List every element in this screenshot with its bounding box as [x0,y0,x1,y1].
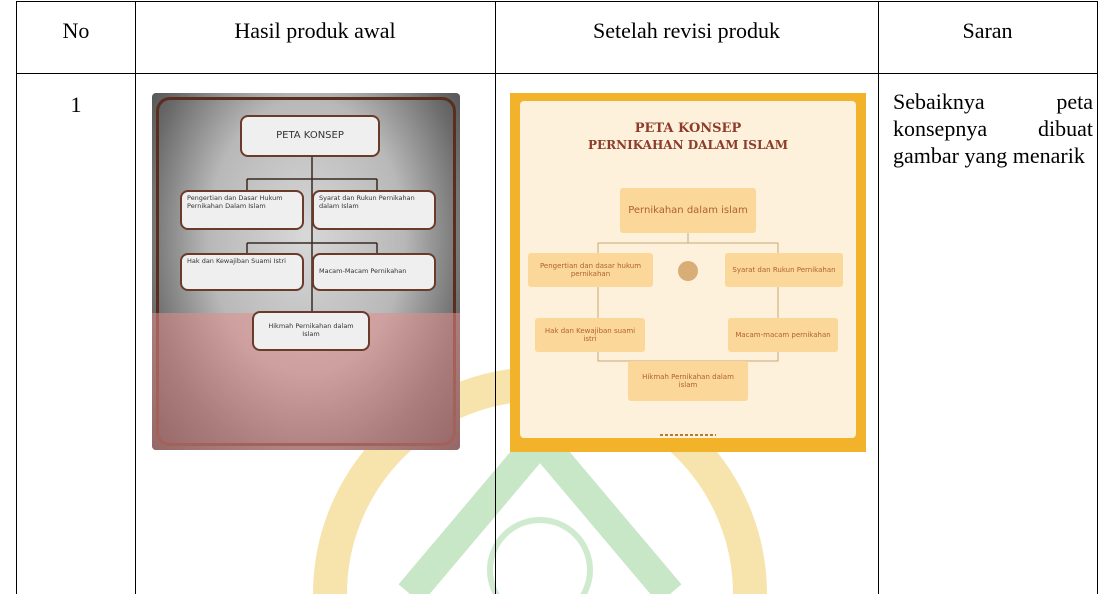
map-title: PETA KONSEP [240,115,380,157]
map-node: Hak dan Kewajiban Suami Istri [180,253,304,291]
revised-concept-map: PETA KONSEP PERNIKAHAN DALAM ISLAM Perni… [510,93,866,452]
map-node: Pengertian dan Dasar Hukum Pernikahan Da… [180,190,304,230]
map-title: PETA KONSEP [634,121,742,136]
map-node: Pengertian dan dasar hukum pernikahan [528,253,653,287]
row-number: 1 [70,92,82,117]
header-cell: Saran [962,18,1013,43]
header-cell: No [62,18,90,43]
table-border [1097,1,1098,594]
map-node: Macam-Macam Pernikahan [312,253,436,291]
table-border [878,1,879,594]
initial-concept-map: PETA KONSEP Pengertian dan Dasar Hukum P… [152,93,460,450]
map-title: PERNIKAHAN DALAM ISLAM [587,138,788,152]
table-border [16,1,1098,2]
map-node: Hikmah Pernikahan dalam islam [628,361,748,401]
header-cell: Hasil produk awal [234,18,396,43]
table-border [495,1,496,594]
map-node: Macam-macam pernikahan [728,318,838,352]
map-node: Hak dan Kewajiban suami istri [535,318,645,352]
watermark-globe [487,517,593,594]
table-border [135,1,136,594]
map-node: Hikmah Pernikahan dalam Islam [252,311,370,351]
map-node: Syarat dan Rukun Pernikahan [725,253,843,287]
map-root: Pernikahan dalam islam [620,188,756,233]
table-border [16,73,1098,74]
suggestion: Sebaiknya peta konsepnya dibuat gambar y… [893,89,1093,168]
table-border [16,1,17,594]
header-cell: Setelah revisi produk [593,18,780,43]
map-node: Syarat dan Rukun Pernikahan dalam Islam [312,190,436,230]
flower-icon [678,261,698,281]
